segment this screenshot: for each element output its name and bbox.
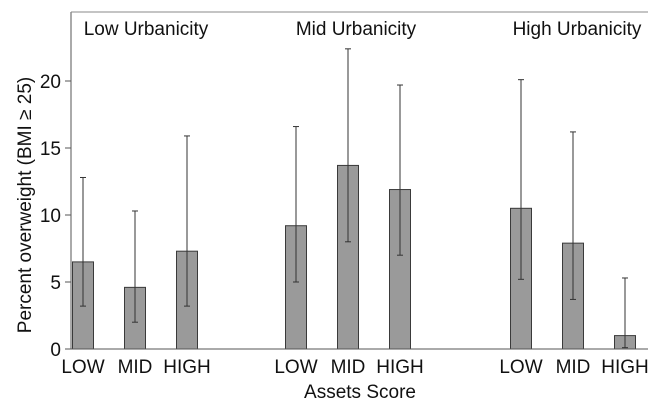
category-label: HIGH [163, 357, 211, 378]
category-label: LOW [499, 357, 542, 378]
labels-layer: Low Urbanicity LOW MID HIGH Mid Urbanicity LO… [61, 19, 648, 378]
axes-layer [70, 11, 648, 350]
category-label: LOW [274, 357, 317, 378]
y-tick-label: 20 [40, 72, 61, 93]
category-label: HIGH [376, 357, 424, 378]
category-label: MID [556, 357, 591, 378]
group-title: High Urbanicity [513, 19, 642, 40]
category-label: LOW [61, 357, 104, 378]
y-axis-title: Percent overweight (BMI ≥ 25) [15, 77, 36, 333]
y-tick-label: 0 [50, 340, 61, 361]
y-tick-label: 5 [50, 273, 61, 294]
y-ticks-layer: 0 5 10 15 20 [40, 72, 71, 361]
errorbars-layer [80, 48, 628, 349]
y-tick-label: 10 [40, 206, 61, 227]
y-tick-label: 15 [40, 139, 61, 160]
group-title: Low Urbanicity [84, 19, 209, 40]
group-title: Mid Urbanicity [296, 19, 417, 40]
x-axis-title: Assets Score [304, 382, 416, 402]
category-label: HIGH [601, 357, 649, 378]
category-label: MID [331, 357, 366, 378]
category-label: MID [118, 357, 153, 378]
